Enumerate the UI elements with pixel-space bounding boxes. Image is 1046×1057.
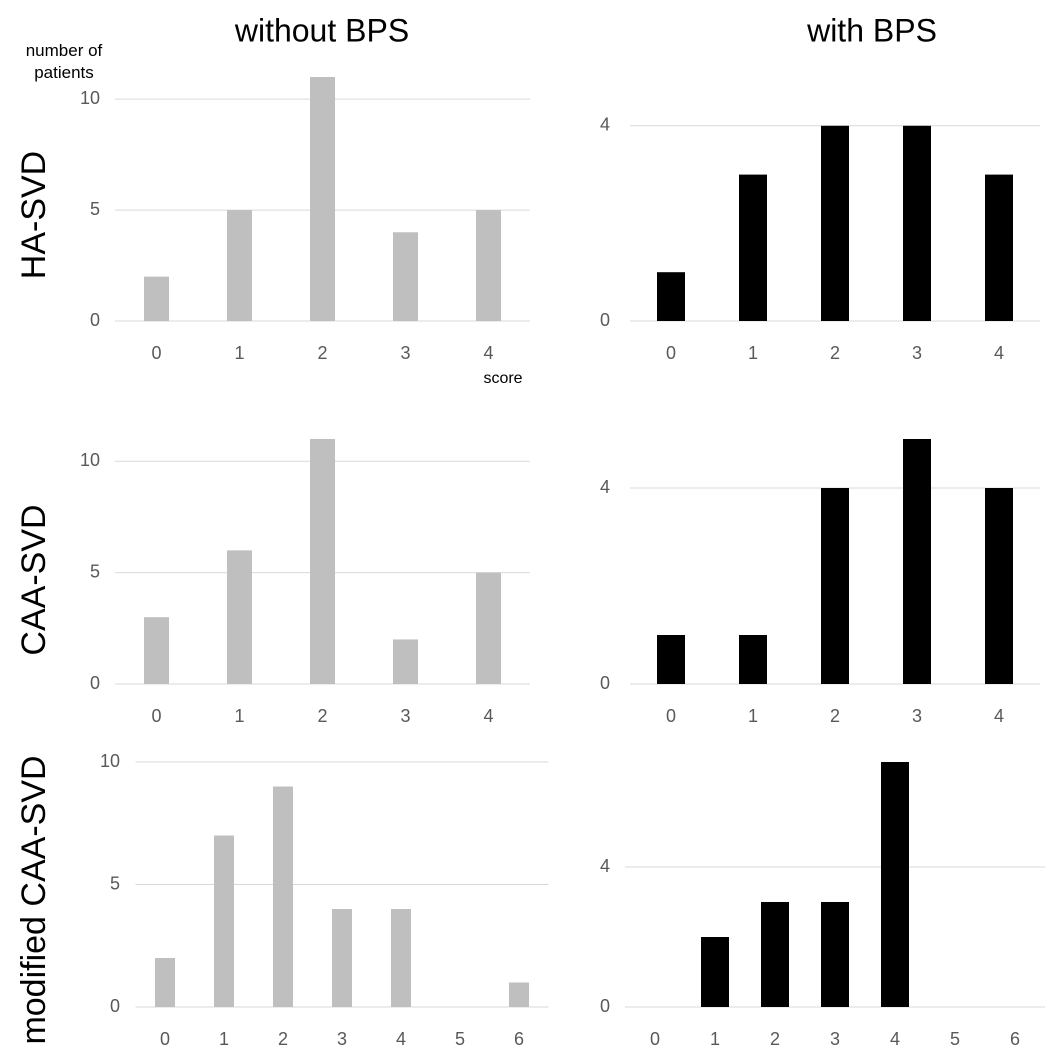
bar xyxy=(657,272,685,321)
x-tick-label: 1 xyxy=(710,1029,720,1049)
bar xyxy=(509,982,529,1007)
x-tick-label: 3 xyxy=(400,706,410,726)
bar xyxy=(476,210,501,321)
bar xyxy=(214,835,234,1007)
x-tick-label: 3 xyxy=(337,1029,347,1049)
bar xyxy=(144,617,169,684)
bar xyxy=(476,572,501,684)
y-tick-label: 4 xyxy=(600,115,610,135)
x-axis-label: score xyxy=(483,370,522,387)
y-tick-label: 0 xyxy=(600,310,610,330)
x-tick-label: 3 xyxy=(400,343,410,363)
x-tick-label: 0 xyxy=(650,1029,660,1049)
x-tick-label: 0 xyxy=(666,343,676,363)
bar xyxy=(903,125,931,321)
bar xyxy=(144,276,169,321)
x-tick-label: 3 xyxy=(912,343,922,363)
x-tick-label: 1 xyxy=(748,343,758,363)
y-tick-label: 5 xyxy=(90,561,100,581)
x-tick-label: 4 xyxy=(994,343,1004,363)
x-tick-label: 4 xyxy=(890,1029,900,1049)
row-label: modified CAA-SVD xyxy=(15,755,53,1044)
x-tick-label: 2 xyxy=(317,706,327,726)
x-tick-label: 1 xyxy=(234,343,244,363)
x-tick-label: 4 xyxy=(994,706,1004,726)
x-tick-label: 6 xyxy=(1010,1029,1020,1049)
y-tick-label: 0 xyxy=(600,996,610,1016)
bar xyxy=(310,439,335,684)
x-tick-label: 2 xyxy=(830,706,840,726)
y-tick-label: 0 xyxy=(90,310,100,330)
x-tick-label: 0 xyxy=(666,706,676,726)
y-tick-label: 4 xyxy=(600,856,610,876)
bar xyxy=(393,232,418,321)
bar xyxy=(227,210,252,321)
x-tick-label: 5 xyxy=(950,1029,960,1049)
x-tick-label: 2 xyxy=(317,343,327,363)
bar xyxy=(985,174,1013,321)
bar xyxy=(739,635,767,684)
y-axis-label: number of patients xyxy=(25,41,103,82)
column-title: without BPS xyxy=(234,12,409,48)
row-label: HA-SVD xyxy=(15,151,53,279)
y-tick-label: 4 xyxy=(600,477,610,497)
bar xyxy=(821,125,849,321)
bar xyxy=(393,639,418,684)
y-tick-label: 5 xyxy=(90,199,100,219)
bar xyxy=(903,439,931,684)
bar xyxy=(310,77,335,321)
y-tick-label: 5 xyxy=(110,873,120,893)
x-tick-label: 1 xyxy=(234,706,244,726)
bar xyxy=(657,635,685,684)
x-tick-label: 4 xyxy=(396,1029,406,1049)
bar xyxy=(701,937,729,1007)
x-tick-label: 0 xyxy=(151,343,161,363)
x-tick-label: 5 xyxy=(455,1029,465,1049)
column-title: with BPS xyxy=(806,12,937,48)
x-tick-label: 2 xyxy=(830,343,840,363)
y-tick-label: 10 xyxy=(80,450,100,470)
bar xyxy=(332,909,352,1007)
x-tick-label: 0 xyxy=(151,706,161,726)
y-tick-label: 0 xyxy=(90,673,100,693)
bar xyxy=(821,488,849,684)
bar xyxy=(881,762,909,1007)
x-tick-label: 6 xyxy=(514,1029,524,1049)
y-tick-label: 0 xyxy=(110,996,120,1016)
x-tick-label: 1 xyxy=(748,706,758,726)
bar xyxy=(821,902,849,1007)
y-tick-label: 10 xyxy=(100,751,120,771)
y-tick-label: 10 xyxy=(80,88,100,108)
bar xyxy=(761,902,789,1007)
x-tick-label: 1 xyxy=(219,1029,229,1049)
bar xyxy=(227,550,252,684)
x-tick-label: 2 xyxy=(278,1029,288,1049)
bar xyxy=(739,174,767,321)
y-tick-label: 0 xyxy=(600,673,610,693)
x-tick-label: 4 xyxy=(483,706,493,726)
bar xyxy=(273,786,293,1007)
x-tick-label: 0 xyxy=(160,1029,170,1049)
row-label: CAA-SVD xyxy=(15,504,53,655)
x-tick-label: 4 xyxy=(483,343,493,363)
x-tick-label: 2 xyxy=(770,1029,780,1049)
bar xyxy=(391,909,411,1007)
bar xyxy=(985,488,1013,684)
bar xyxy=(155,958,175,1007)
x-tick-label: 3 xyxy=(912,706,922,726)
x-tick-label: 3 xyxy=(830,1029,840,1049)
